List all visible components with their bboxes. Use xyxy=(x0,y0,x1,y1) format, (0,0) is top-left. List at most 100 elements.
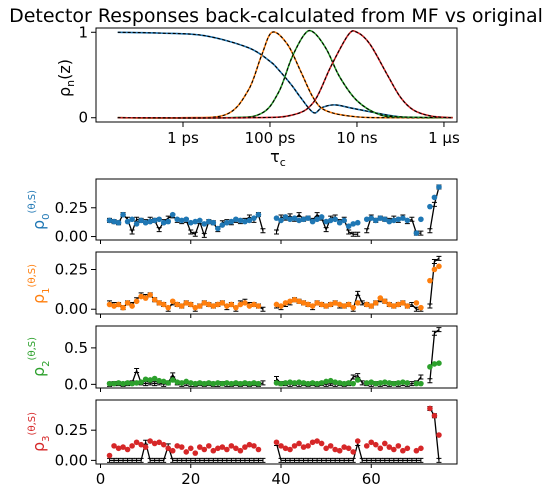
data-point-5 xyxy=(129,216,135,223)
error-bar-45 xyxy=(319,457,325,463)
error-bar-69 xyxy=(431,330,437,336)
data-point-39 xyxy=(296,217,302,224)
data-point-15 xyxy=(174,301,181,308)
data-point-36 xyxy=(282,380,289,386)
data-point-7 xyxy=(138,217,144,224)
data-point-12 xyxy=(160,219,167,226)
data-point-57 xyxy=(382,298,388,305)
data-point-26 xyxy=(224,219,230,226)
error-bar-34 xyxy=(260,457,266,463)
data-point-61 xyxy=(400,379,406,385)
error-bar-46 xyxy=(323,457,329,463)
data-point-59 xyxy=(391,217,397,224)
data-point-12 xyxy=(160,378,167,385)
data-point-66 xyxy=(431,194,438,201)
data-point-1 xyxy=(111,303,117,309)
data-point-45 xyxy=(323,303,329,309)
data-point-47 xyxy=(332,216,338,223)
data-point-1 xyxy=(111,380,117,387)
data-point-34 xyxy=(273,439,280,446)
data-point-55 xyxy=(372,380,379,387)
data-point-22 xyxy=(206,380,212,386)
data-point-20 xyxy=(196,303,203,309)
data-point-2 xyxy=(115,380,122,386)
error-bar-52 xyxy=(350,457,356,463)
data-point-46 xyxy=(327,443,334,449)
error-bar-21 xyxy=(201,232,207,238)
xtick-label-0: 1 ps xyxy=(167,129,199,147)
data-point-22 xyxy=(206,218,212,225)
data-point-29 xyxy=(237,301,244,308)
error-bar-54 xyxy=(359,457,365,463)
error-bar-67 xyxy=(418,374,424,380)
data-point-22 xyxy=(206,443,212,449)
data-point-12 xyxy=(160,441,167,448)
data-point-57 xyxy=(382,440,388,447)
error-bar-39 xyxy=(292,457,298,463)
data-point-6 xyxy=(133,221,140,227)
data-point-65 xyxy=(427,405,433,412)
error-bar-34 xyxy=(260,306,266,312)
error-bar-9 xyxy=(147,457,153,463)
error-bar-35 xyxy=(274,229,279,235)
data-point-46 xyxy=(327,377,334,384)
error-bar-44 xyxy=(314,457,320,463)
xtick-label-1: 100 ps xyxy=(245,129,296,147)
xtick-label-2: 40 xyxy=(271,470,290,488)
error-bar-23 xyxy=(210,457,216,463)
error-bar-59 xyxy=(382,457,388,463)
data-point-43 xyxy=(314,380,320,387)
data-point-56 xyxy=(377,295,384,301)
error-bar-1 xyxy=(111,457,117,463)
data-point-19 xyxy=(192,450,199,456)
data-point-33 xyxy=(255,211,262,218)
data-point-6 xyxy=(133,380,140,386)
error-bar-62 xyxy=(395,457,401,463)
error-bar-66 xyxy=(413,457,419,463)
error-bar-58 xyxy=(377,457,383,463)
error-bar-40 xyxy=(296,212,302,218)
data-point-9 xyxy=(147,292,153,298)
data-point-50 xyxy=(345,301,352,308)
ytick-label-0: 0.0 xyxy=(64,375,88,393)
data-point-3 xyxy=(120,211,126,218)
rho0-ylabel: ρ0(θ,S) xyxy=(27,190,52,230)
data-point-10 xyxy=(151,375,158,382)
data-point-33 xyxy=(255,380,262,387)
data-point-30 xyxy=(242,380,248,386)
data-point-15 xyxy=(174,443,181,449)
data-point-44 xyxy=(318,440,325,447)
data-point-42 xyxy=(309,218,316,225)
data-point-29 xyxy=(237,217,244,224)
ytick-label-1: 1 xyxy=(78,23,88,41)
data-point-61 xyxy=(400,447,406,454)
data-point-9 xyxy=(147,377,153,383)
error-bar-67 xyxy=(427,228,433,234)
data-point-41 xyxy=(305,215,311,221)
data-point-26 xyxy=(224,446,230,453)
series-original-0 xyxy=(117,31,453,119)
data-point-27 xyxy=(228,380,235,387)
data-point-7 xyxy=(138,293,144,300)
data-point-42 xyxy=(309,439,316,446)
data-point-11 xyxy=(156,300,162,306)
data-point-14 xyxy=(169,447,176,454)
data-point-0 xyxy=(106,301,113,308)
data-point-46 xyxy=(327,217,334,224)
data-point-32 xyxy=(251,380,257,386)
error-bar-56 xyxy=(368,457,374,463)
data-point-60 xyxy=(395,443,402,449)
error-bar-61 xyxy=(391,457,397,463)
ytick-label-0: 0 xyxy=(78,109,88,127)
error-bar-49 xyxy=(337,457,343,463)
error-bar-70 xyxy=(436,457,442,463)
data-point-23 xyxy=(210,219,217,226)
panel-frame xyxy=(95,251,458,315)
data-point-59 xyxy=(391,303,397,309)
rho2-ylabel: ρ2(θ,S) xyxy=(27,337,52,377)
data-point-24 xyxy=(215,225,221,232)
error-bar-34 xyxy=(260,228,266,234)
error-bar-3 xyxy=(120,457,126,463)
data-point-17 xyxy=(183,300,190,306)
data-point-55 xyxy=(372,217,379,224)
